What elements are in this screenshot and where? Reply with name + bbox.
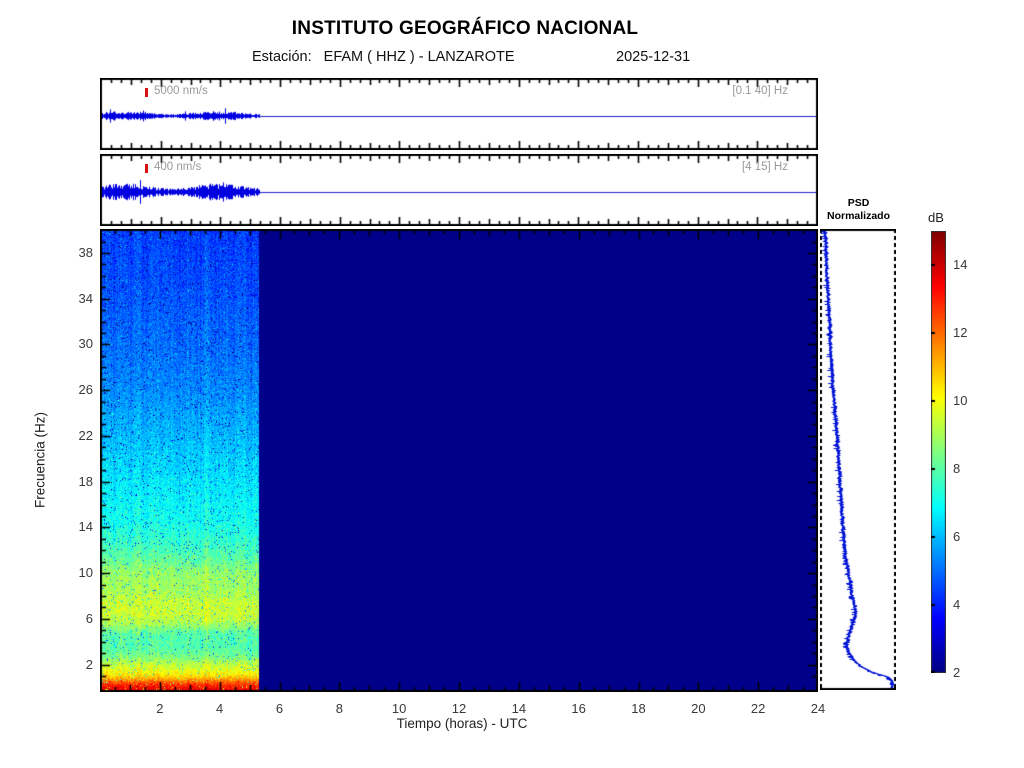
x-tick-label: 6 [264, 701, 296, 716]
x-tick-label: 4 [204, 701, 236, 716]
psd-title-line1: PSD [810, 197, 907, 210]
y-tick-label: 10 [60, 565, 93, 580]
y-tick-label: 2 [60, 657, 93, 672]
colorbar-tick-label: 6 [953, 529, 983, 544]
spectrogram-canvas [100, 229, 818, 692]
trace2-scale-label: 400 nm/s [154, 161, 201, 173]
date-label: 2025-12-31 [616, 49, 690, 65]
x-tick-label: 18 [623, 701, 655, 716]
x-tick-label: 2 [144, 701, 176, 716]
colorbar-unit-label: dB [928, 210, 944, 225]
y-tick-label: 14 [60, 519, 93, 534]
y-tick-label: 34 [60, 291, 93, 306]
figure-title: INSTITUTO GEOGRÁFICO NACIONAL [292, 18, 638, 40]
x-tick-label: 14 [503, 701, 535, 716]
x-tick-label: 22 [742, 701, 774, 716]
trace1-band-label: [0.1 40] Hz [660, 85, 788, 97]
psd-curve-canvas [820, 229, 896, 690]
y-tick-label: 18 [60, 474, 93, 489]
psd-panel-title: PSD Normalizado [810, 197, 907, 223]
y-tick-label: 26 [60, 382, 93, 397]
trace2-band-label: [4 15] Hz [660, 161, 788, 173]
colorbar-tick-label: 14 [953, 257, 983, 272]
station-label: Estación: [252, 49, 312, 65]
station-subtitle: Estación: EFAM ( HHZ ) - LANZAROTE [252, 49, 515, 65]
x-tick-label: 8 [323, 701, 355, 716]
seismogram-figure: INSTITUTO GEOGRÁFICO NACIONAL Estación: E… [0, 0, 1024, 768]
scale-marker-icon [145, 88, 148, 97]
x-tick-label: 20 [682, 701, 714, 716]
x-tick-label: 16 [563, 701, 595, 716]
colorbar-tick-label: 4 [953, 597, 983, 612]
y-axis-label: Frecuencia (Hz) [33, 412, 48, 508]
y-tick-label: 6 [60, 611, 93, 626]
y-tick-label: 30 [60, 336, 93, 351]
colorbar-tick-label: 8 [953, 461, 983, 476]
x-tick-label: 24 [802, 701, 834, 716]
y-tick-label: 22 [60, 428, 93, 443]
colorbar-tick-label: 2 [953, 665, 983, 680]
colorbar-tick-label: 10 [953, 393, 983, 408]
x-axis-label: Tiempo (horas) - UTC [397, 716, 528, 731]
y-tick-label: 38 [60, 245, 93, 260]
x-tick-label: 12 [443, 701, 475, 716]
psd-title-line2: Normalizado [810, 210, 907, 223]
colorbar-tick-label: 12 [953, 325, 983, 340]
trace1-scale-label: 5000 nm/s [154, 85, 208, 97]
colorbar-canvas [931, 231, 946, 673]
scale-marker-icon [145, 164, 148, 173]
x-tick-label: 10 [383, 701, 415, 716]
station-value: EFAM ( HHZ ) - LANZAROTE [324, 49, 515, 65]
